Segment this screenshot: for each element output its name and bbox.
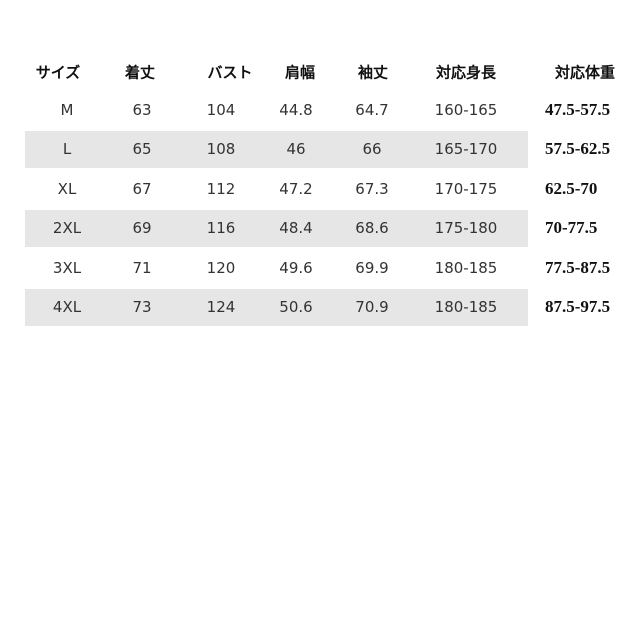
header-cell: 対応体重 bbox=[554, 63, 616, 82]
data-cell: 120 bbox=[206, 258, 236, 277]
data-cell: XL bbox=[57, 179, 77, 198]
header-cell: 肩幅 bbox=[284, 63, 316, 82]
header-cell: サイズ bbox=[35, 63, 81, 82]
row-shade bbox=[25, 209, 528, 247]
header-cell: バスト bbox=[207, 63, 253, 82]
header-cell: 対応身長 bbox=[435, 63, 497, 82]
data-cell: 112 bbox=[206, 179, 236, 198]
data-cell: 160-165 bbox=[434, 101, 498, 119]
data-cell: 170-175 bbox=[434, 179, 498, 198]
data-cell: 48.4 bbox=[279, 219, 313, 238]
data-cell: 73 bbox=[132, 298, 152, 316]
data-cell: 63 bbox=[132, 101, 152, 119]
data-cell: 116 bbox=[206, 219, 236, 238]
data-cell: 66 bbox=[362, 140, 382, 159]
data-cell: 175-180 bbox=[434, 219, 498, 238]
data-cell: 104 bbox=[206, 101, 236, 119]
data-cell: 65 bbox=[132, 140, 152, 159]
row-shade bbox=[25, 130, 528, 168]
data-cell: L bbox=[62, 140, 72, 159]
data-cell: 69.9 bbox=[355, 258, 389, 277]
data-cell: 64.7 bbox=[355, 101, 389, 119]
data-cell: 180-185 bbox=[434, 298, 498, 316]
data-cell: 165-170 bbox=[434, 140, 498, 159]
data-cell: 180-185 bbox=[434, 258, 498, 277]
data-cell: 70.9 bbox=[355, 298, 389, 316]
weight-cell: 77.5-87.5 bbox=[545, 257, 611, 277]
weight-cell: 47.5-57.5 bbox=[545, 100, 611, 119]
data-cell: 47.2 bbox=[279, 179, 313, 198]
data-cell: 124 bbox=[206, 298, 236, 316]
data-cell: 3XL bbox=[52, 258, 82, 277]
data-cell: 46 bbox=[286, 140, 306, 159]
weight-cell: 87.5-97.5 bbox=[545, 297, 611, 316]
data-cell: 4XL bbox=[52, 298, 82, 316]
data-cell: 67.3 bbox=[355, 179, 389, 198]
data-cell: M bbox=[60, 101, 74, 119]
weight-cell: 57.5-62.5 bbox=[545, 139, 611, 159]
data-cell: 67 bbox=[132, 179, 152, 198]
data-cell: 2XL bbox=[52, 219, 82, 238]
weight-cell: 62.5-70 bbox=[545, 178, 598, 198]
header-cell: 着丈 bbox=[124, 63, 156, 82]
data-cell: 50.6 bbox=[279, 298, 313, 316]
weight-cell: 70-77.5 bbox=[545, 218, 598, 238]
data-cell: 69 bbox=[132, 219, 152, 238]
data-cell: 44.8 bbox=[279, 101, 313, 119]
row-shade bbox=[25, 288, 528, 326]
data-cell: 108 bbox=[206, 140, 236, 159]
header-cell: 袖丈 bbox=[357, 63, 389, 82]
data-cell: 49.6 bbox=[279, 258, 313, 277]
data-cell: 68.6 bbox=[355, 219, 389, 238]
data-cell: 71 bbox=[132, 258, 152, 277]
